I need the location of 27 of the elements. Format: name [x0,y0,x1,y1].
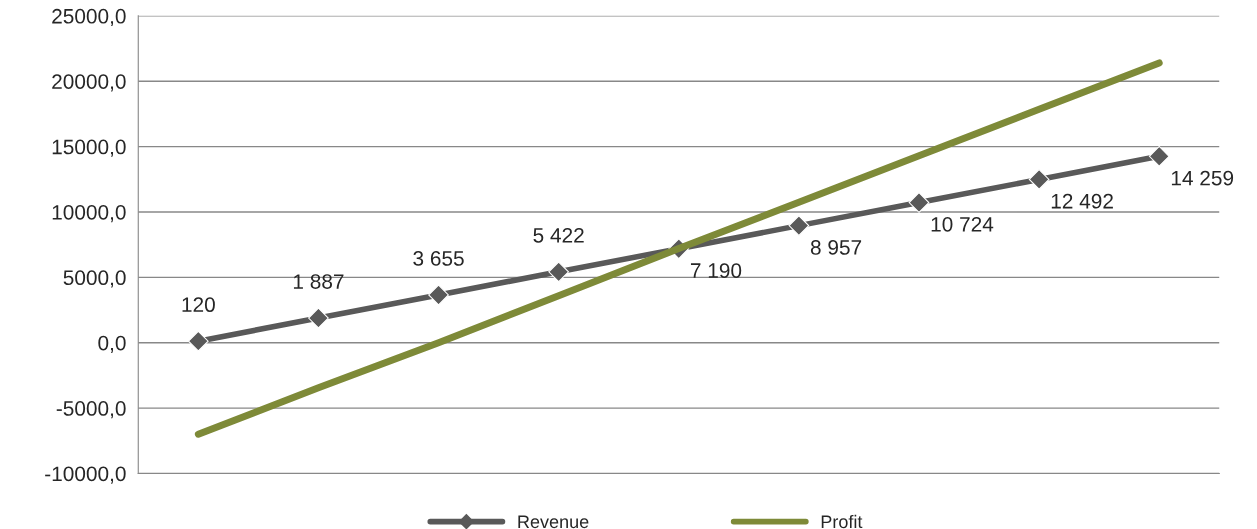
point [308,307,329,329]
point [1028,169,1050,190]
data-label: 3 655 [413,251,464,266]
data-label: 1 887 [293,274,344,289]
data-label: 12 492 [1051,193,1113,209]
point [788,215,810,236]
data-label: 8 957 [810,240,862,255]
y-tick-label: 20000,0 [52,74,126,92]
point [908,192,930,213]
data-label: 10 724 [931,216,994,232]
y-tick-label: -5000,0 [56,401,126,419]
point [428,284,449,306]
y-tick-label: 15000,0 [52,139,126,157]
point [548,261,570,283]
legend-label: Profit [821,514,863,529]
y-tick-label: 5000,0 [63,270,126,288]
data-label: 5 422 [533,227,584,243]
point [187,330,209,352]
data-label: 14 259 [1171,170,1234,186]
data-label: 120 [182,297,215,313]
y-tick-label: -10000,0 [45,466,126,484]
y-tick-label: 25000,0 [52,8,126,27]
y-tick-label: 0,0 [98,335,126,353]
y-tick-label: 10000,0 [52,204,126,223]
legend-label: Revenue [518,515,589,529]
point [1148,145,1170,167]
data-label: 7 190 [690,263,742,278]
